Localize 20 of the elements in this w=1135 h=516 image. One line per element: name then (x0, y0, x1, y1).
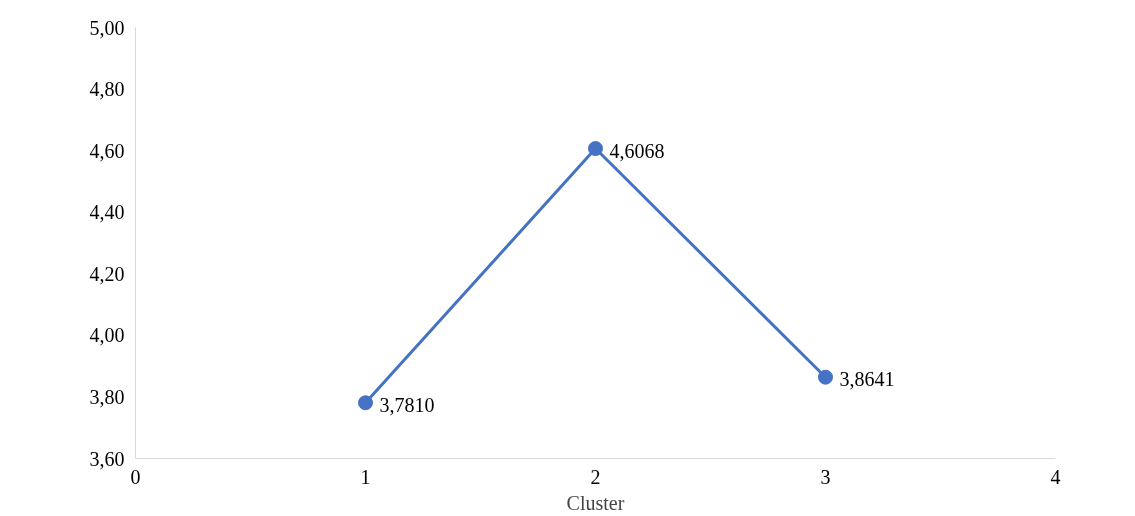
y-tick-label: 4,20 (89, 262, 125, 285)
y-tick-label: 4,80 (89, 78, 125, 101)
x-tick-label: 1 (360, 465, 371, 488)
y-tick-label: 4,40 (89, 201, 125, 224)
y-tick-label: 3,80 (89, 385, 125, 408)
x-tick-label: 0 (130, 465, 141, 488)
y-tick-label: 4,60 (89, 139, 125, 162)
x-tick-label: 3 (820, 465, 831, 488)
data-label: 4,6068 (609, 139, 665, 162)
y-tick-label: 5,00 (89, 16, 125, 39)
y-tick-label: 3,60 (89, 447, 125, 470)
data-label: 3,7810 (379, 393, 435, 416)
x-axis-title: Cluster (566, 491, 625, 514)
point (588, 141, 603, 157)
point (358, 395, 373, 411)
data-label: 3,8641 (839, 368, 895, 391)
x-tick-label: 2 (590, 465, 601, 488)
y-tick-label: 4,00 (89, 324, 125, 347)
x-tick-label: 4 (1050, 465, 1061, 488)
point (818, 369, 833, 385)
